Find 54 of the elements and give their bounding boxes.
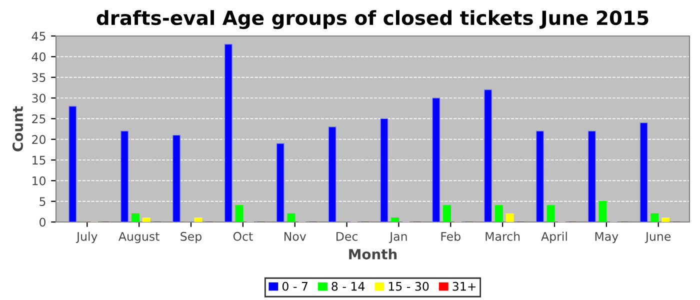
bar [131, 213, 140, 222]
bar [328, 126, 336, 222]
x-tick-label: July [76, 232, 98, 244]
x-tick-label: Oct [233, 232, 253, 241]
bar [287, 213, 296, 222]
y-tick-label: 10 [32, 176, 46, 186]
y-tick-label: 35 [32, 73, 46, 82]
x-axis-title: Month [349, 248, 397, 260]
bar [640, 122, 648, 222]
bar [494, 205, 503, 222]
bar [506, 213, 514, 222]
bar [391, 218, 400, 222]
y-tick-label: 25 [32, 114, 46, 124]
bar [432, 98, 440, 222]
y-tick-label: 15 [32, 156, 46, 165]
bar [662, 218, 670, 222]
x-tick-label: June [644, 232, 671, 244]
x-tick-label: Jan [389, 232, 407, 244]
bar [235, 205, 244, 222]
legend-label: 31+ [452, 282, 476, 291]
x-tick-label: Feb [441, 232, 460, 241]
bar [588, 130, 596, 222]
bar [536, 130, 544, 222]
bar [194, 218, 202, 222]
bar [598, 200, 607, 222]
chart-title: drafts-eval Age groups of closed tickets June 2015 [96, 10, 648, 30]
x-tick-label: Dec [336, 232, 358, 241]
bar [120, 130, 129, 222]
x-tick-label: March [486, 232, 520, 241]
y-tick-label: 20 [32, 135, 46, 144]
bar [650, 213, 659, 222]
bar [276, 143, 284, 222]
x-tick-label: April [541, 232, 567, 244]
bar [380, 118, 388, 222]
bar [68, 106, 77, 222]
y-tick-label: 40 [32, 52, 46, 62]
y-tick-label: 5 [40, 197, 46, 206]
y-tick-label: 0 [40, 218, 46, 227]
bar [546, 205, 555, 222]
legend-label: 15 - 30 [388, 282, 429, 291]
bar [484, 89, 492, 222]
y-tick-label: 30 [32, 94, 46, 103]
x-tick-label: May [595, 232, 618, 244]
y-axis-title: Count [12, 106, 24, 152]
y-tick-label: 45 [32, 32, 46, 41]
bar [172, 134, 180, 222]
x-tick-label: August [118, 232, 160, 244]
bar [224, 44, 232, 222]
bar [142, 218, 150, 222]
x-tick-label: Nov [284, 232, 306, 241]
x-tick-label: Sep [180, 232, 202, 244]
bar [443, 205, 451, 222]
legend-label: 0 - 7 [282, 282, 308, 291]
legend-label: 8 - 14 [332, 282, 365, 291]
